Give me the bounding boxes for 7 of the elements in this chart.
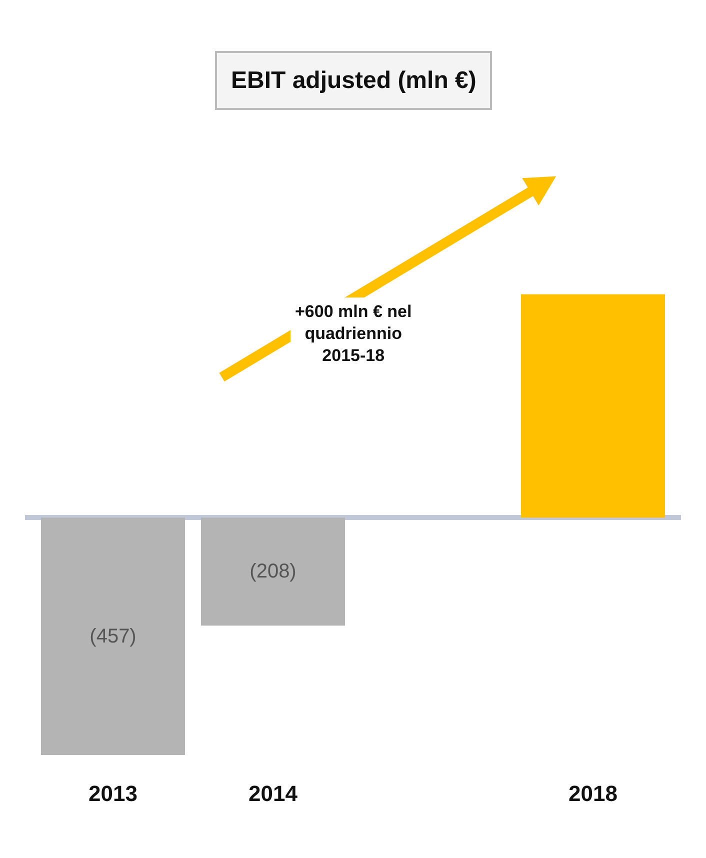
chart-title: EBIT adjusted (mln €) [231, 67, 476, 94]
x-tick-label: 2018 [568, 781, 618, 806]
x-tick-label: 2013 [88, 781, 138, 806]
data-label: (208) [250, 560, 296, 583]
x-tick-label: 2014 [248, 781, 298, 806]
annotation: +600 mln € nel quadriennio 2015-18 [295, 302, 412, 366]
data-label: (457) [90, 625, 136, 648]
